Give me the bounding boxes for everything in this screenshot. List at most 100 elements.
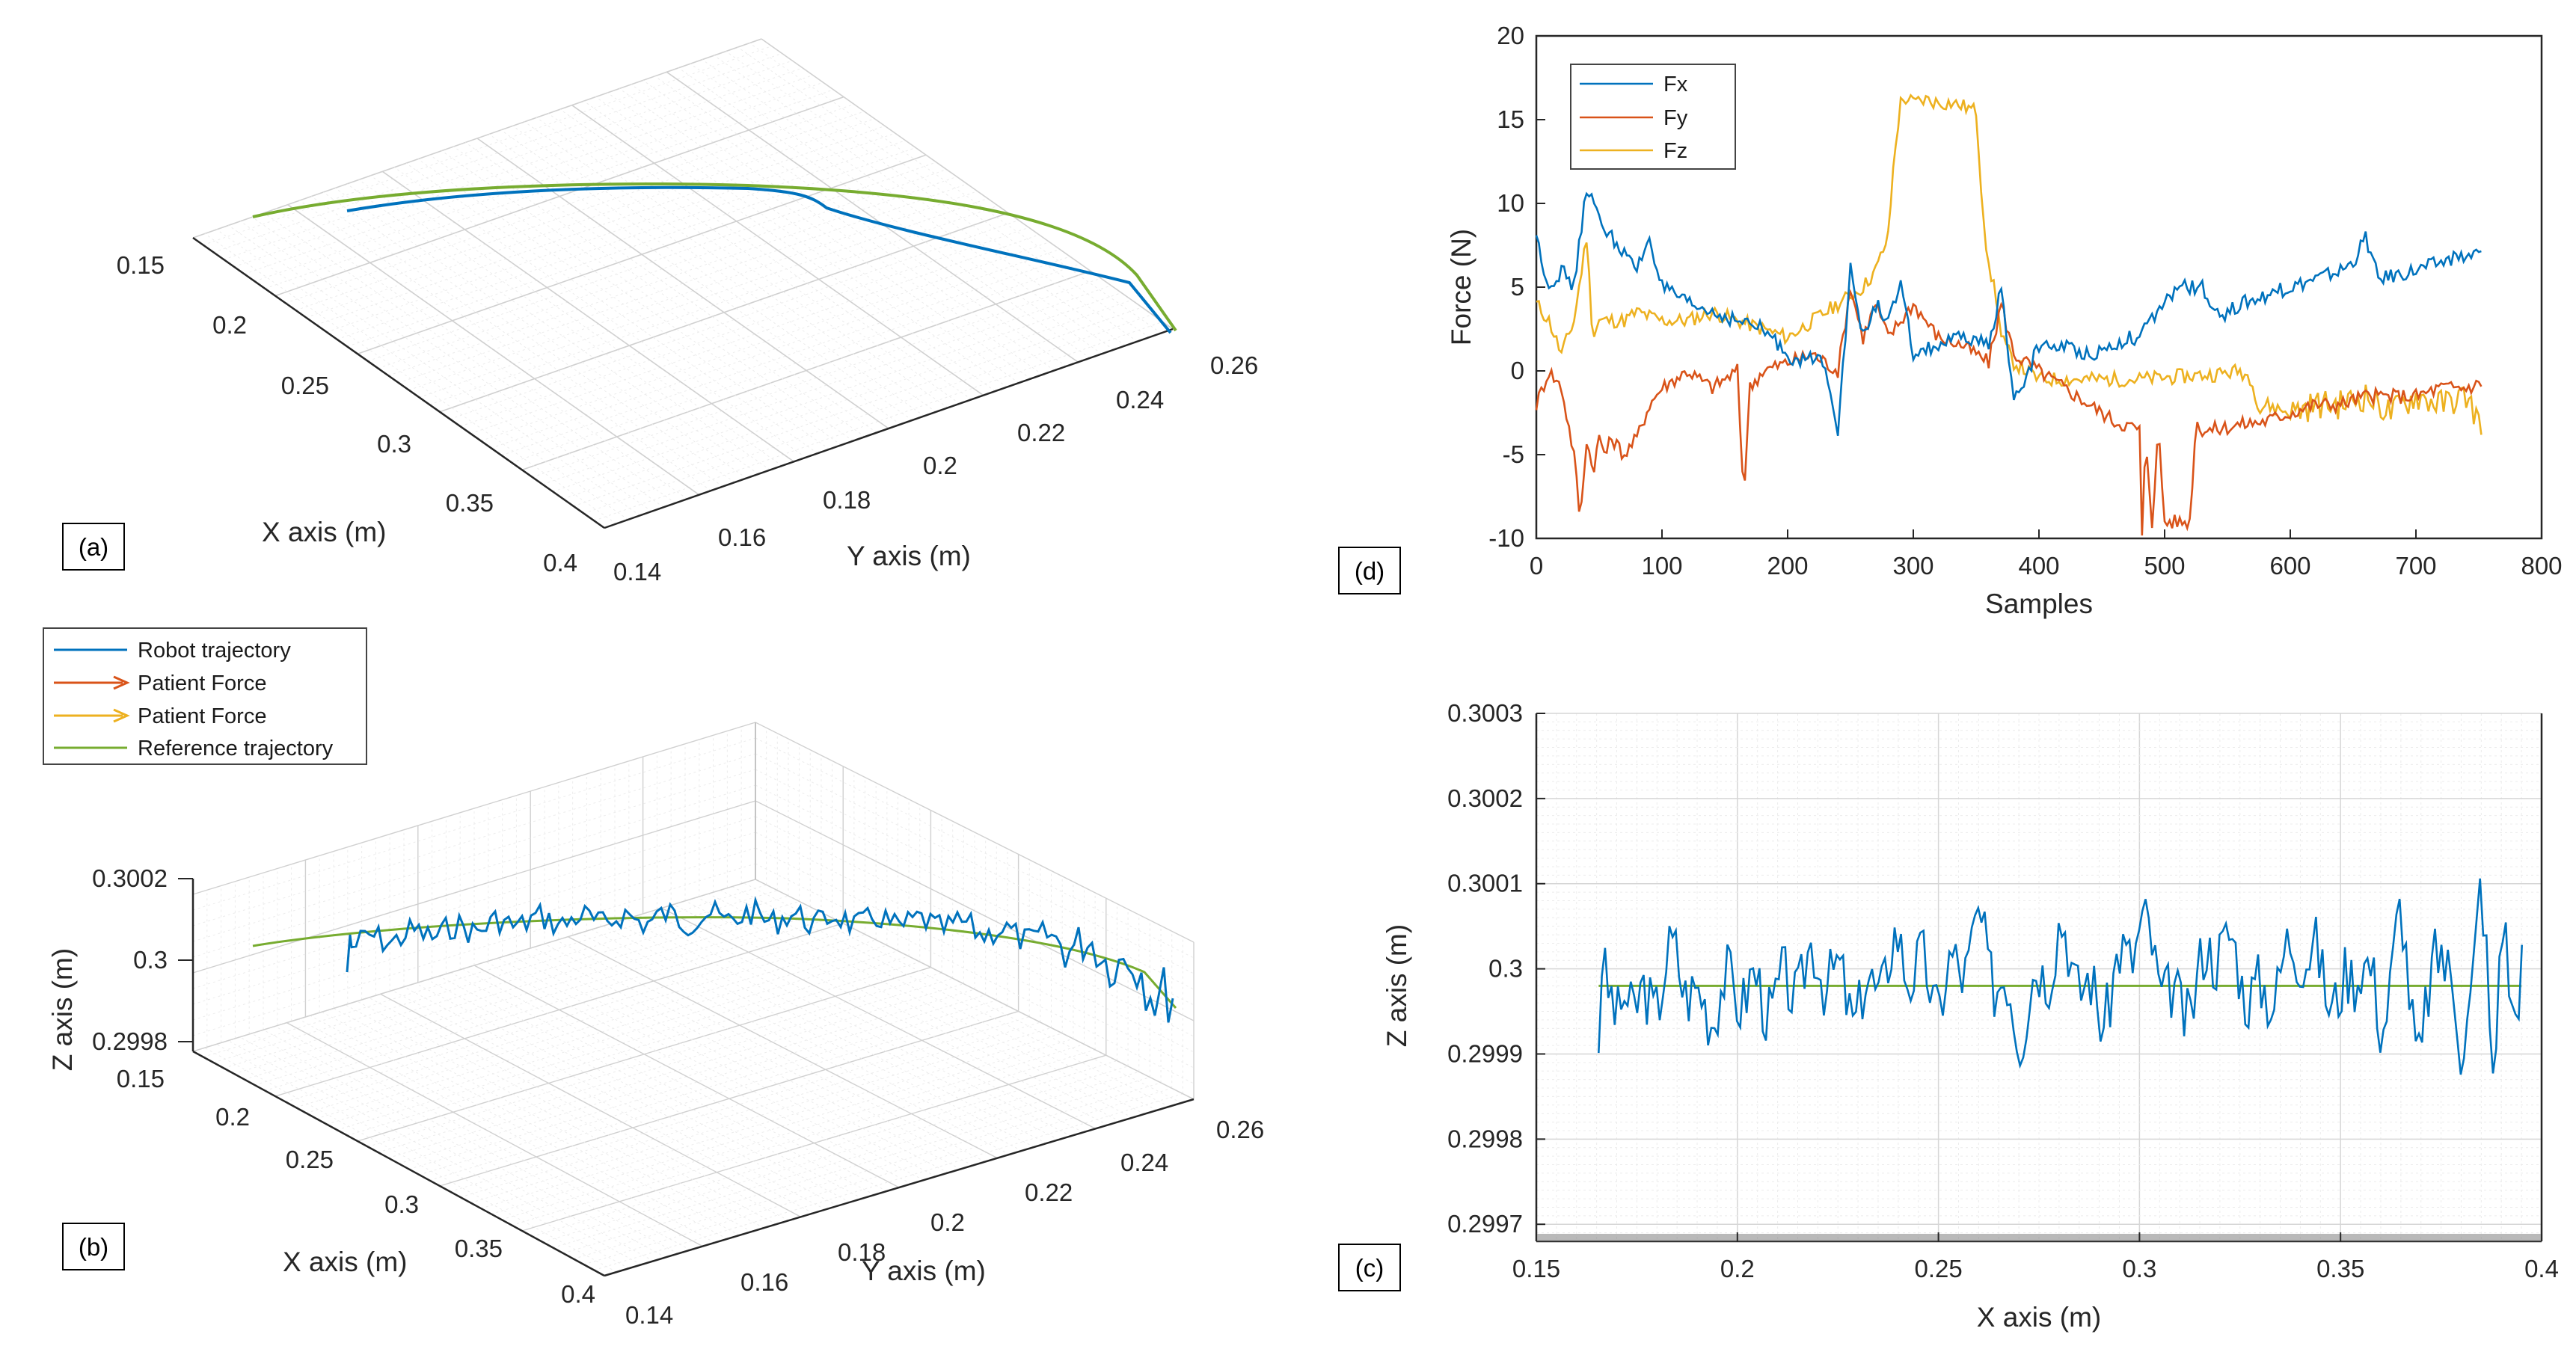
series-line-fx [1535,191,2482,437]
panel-a-y-tick: 0.24 [1116,386,1164,414]
grid-line [333,1008,752,1232]
grid-line [441,150,853,442]
x-tick-label: 500 [2144,552,2185,580]
panel-b-z-tick: 0.3002 [92,864,168,892]
grid-line [755,753,1195,974]
grid-line [405,162,818,454]
grid-line [536,117,948,408]
x-tick-label: 0.35 [2316,1255,2364,1282]
panel-a-label-box: (a) [62,523,125,571]
panel-b-axes [178,878,1195,1277]
grid-line [488,134,901,425]
legend-label: Fz [1663,139,1687,163]
grid-line [275,1026,691,1251]
panel-b-reference-trajectory [252,916,1177,1009]
grid-line [192,769,756,942]
y-tick-label: 0.3003 [1447,699,1523,727]
legend-label: Patient Force [138,704,266,728]
y-tick-label: 15 [1497,105,1524,133]
panel-d-y-ticks: -10 -5 0 5 10 15 20 [1488,22,1545,552]
grid-line [310,1015,728,1240]
legend-entry-fz: Fz [1580,139,1687,163]
panel-b-legend: Robot trajectory Patient Force Patient F… [43,627,367,765]
panel-d-label: (d) [1355,557,1384,585]
grid-line [192,863,756,1036]
panel-d-legend: Fx Fy Fz [1570,64,1736,170]
panel-a-x-tick: 0.4 [543,549,577,577]
panel-a-x-tick: 0.15 [117,251,165,279]
grid-line [192,784,756,958]
panel-d-x-ticks: 0 100 200 300 400 500 600 700 800 [1530,529,2563,580]
legend-label: Reference trajectory [138,737,334,760]
grid-line [755,832,1195,1053]
grid-line [497,957,924,1181]
legend-entry-fx: Fx [1580,73,1688,96]
panel-b-robot-trajectory [346,896,1174,1023]
grid-line [755,737,1195,959]
panel-c-grid [1536,713,2542,1242]
series-line-fz [1536,93,2483,435]
grid-line [559,108,972,400]
grid-line [755,847,1195,1069]
panel-a-y-tick: 0.16 [718,523,766,551]
grid-line [192,722,756,895]
grid-line [702,59,1114,351]
series-line-robot [1598,878,2523,1075]
panel-b-y-tick: 0.16 [740,1268,788,1296]
panel-b-x-tick: 0.2 [215,1103,250,1131]
grid-line [345,1004,764,1229]
x-tick-label: 300 [1892,552,1933,580]
x-tick-label: 600 [2269,552,2310,580]
panel-b-y-tick: 0.18 [838,1238,886,1266]
x-tick-label: 400 [2018,552,2059,580]
grid-line [453,146,865,437]
panel-a-x-tick: 0.25 [281,372,329,399]
legend-label: Patient Force [138,672,266,695]
panel-b-z-tick: 0.3 [133,946,168,974]
grid-line [755,816,1195,1037]
y-tick-label: 0.3002 [1447,784,1523,812]
panel-d-force-plot: 0 100 200 300 400 500 600 700 800 -10-505101520 … [1338,22,2563,619]
panel-a-y-tick: 0.18 [823,486,871,514]
panel-a-grid [192,38,1174,529]
y-tick-label: 0.3001 [1447,870,1523,897]
panel-a-label: (a) [79,533,108,561]
grid-line [638,915,1072,1137]
grid-line [737,46,1150,338]
grid-line [462,968,887,1192]
legend-label: Robot trajectory [138,639,291,663]
panel-a-y-tick: 0.22 [1017,419,1065,446]
grid-line [476,138,889,429]
grid-line [251,216,664,508]
grid-line [755,879,1195,1100]
x-tick-label: 0.4 [2524,1255,2559,1282]
grid-line [568,936,998,1159]
grid-line [512,125,924,417]
panel-b-x-tick: 0.3 [384,1190,419,1218]
grid-line [591,929,1022,1152]
x-tick-label: 0.2 [1720,1255,1755,1282]
grid-line [654,76,1067,367]
grid-line [299,200,711,491]
grid-line [548,113,960,405]
grid-line [417,159,830,450]
grid-line [287,204,700,496]
legend-entry-reference: Reference trajectory [54,737,334,760]
x-tick-label: 100 [1641,552,1682,580]
grid-line [643,80,1055,371]
grid-line [619,88,1031,379]
grid-line [322,191,735,483]
grid-line [666,71,1079,363]
panel-b-y-tick: 0.22 [1025,1178,1073,1206]
legend-label: Fy [1663,106,1688,130]
x-tick-label: 0 [1530,552,1543,580]
panel-b-x-tick: 0.35 [455,1235,503,1262]
panel-a-x-axis-label: X axis (m) [262,517,387,547]
grid-line [370,175,782,467]
grid-line [661,907,1096,1129]
grid-line [607,92,1019,384]
panel-c-x-ticks: 0.15 0.2 0.25 0.3 0.35 0.4 [1512,1232,2559,1282]
grid-line [509,954,936,1177]
grid-line [286,1022,703,1247]
grid-line [500,129,913,421]
